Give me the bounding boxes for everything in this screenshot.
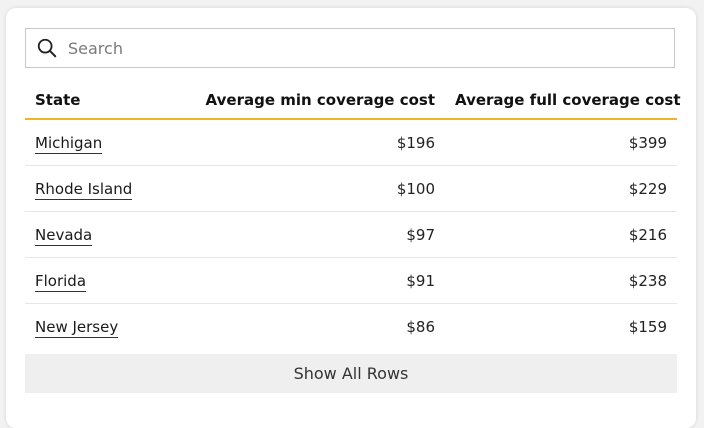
min-cost-cell: $97 xyxy=(165,211,445,258)
full-cost-cell: $238 xyxy=(445,257,677,304)
table-header-row: State Average min coverage cost Average … xyxy=(25,82,680,120)
state-cell: Rhode Island xyxy=(25,165,165,212)
column-header-state[interactable]: State xyxy=(25,82,165,120)
search-icon xyxy=(37,38,57,58)
min-cost-cell: $91 xyxy=(165,257,445,304)
table-row: Florida $91 $238 xyxy=(25,257,677,304)
table-row: Nevada $97 $216 xyxy=(25,211,677,258)
min-cost-cell: $100 xyxy=(165,165,445,212)
full-cost-cell: $399 xyxy=(445,119,677,166)
table-row: Rhode Island $100 $229 xyxy=(25,165,677,212)
full-cost-cell: $229 xyxy=(445,165,677,212)
column-header-full-cost[interactable]: Average full coverage cost xyxy=(445,82,680,120)
table-row: Michigan $196 $399 xyxy=(25,119,677,166)
search-input[interactable] xyxy=(68,38,648,58)
full-cost-cell: $216 xyxy=(445,211,677,258)
state-link[interactable]: Florida xyxy=(35,271,87,292)
state-link[interactable]: Michigan xyxy=(35,133,103,154)
state-cell: Florida xyxy=(25,257,165,304)
state-cell: New Jersey xyxy=(25,304,165,350)
table-card: State Average min coverage cost Average … xyxy=(6,8,696,428)
state-link[interactable]: Rhode Island xyxy=(35,179,133,200)
full-cost-cell: $159 xyxy=(628,317,667,336)
state-cell: Michigan xyxy=(25,119,165,166)
state-link[interactable]: Nevada xyxy=(35,225,93,246)
state-link[interactable]: New Jersey xyxy=(35,317,119,338)
search-box[interactable] xyxy=(25,28,675,68)
show-all-rows-button[interactable]: Show All Rows xyxy=(25,354,677,393)
column-header-min-cost[interactable]: Average min coverage cost xyxy=(165,82,445,120)
min-cost-cell: $196 xyxy=(165,119,445,166)
table-row: New Jersey $86 $159 xyxy=(25,304,677,350)
min-cost-cell: $86 xyxy=(406,317,435,336)
state-cost-table: State Average min coverage cost Average … xyxy=(25,82,680,350)
state-cell: Nevada xyxy=(25,211,165,258)
